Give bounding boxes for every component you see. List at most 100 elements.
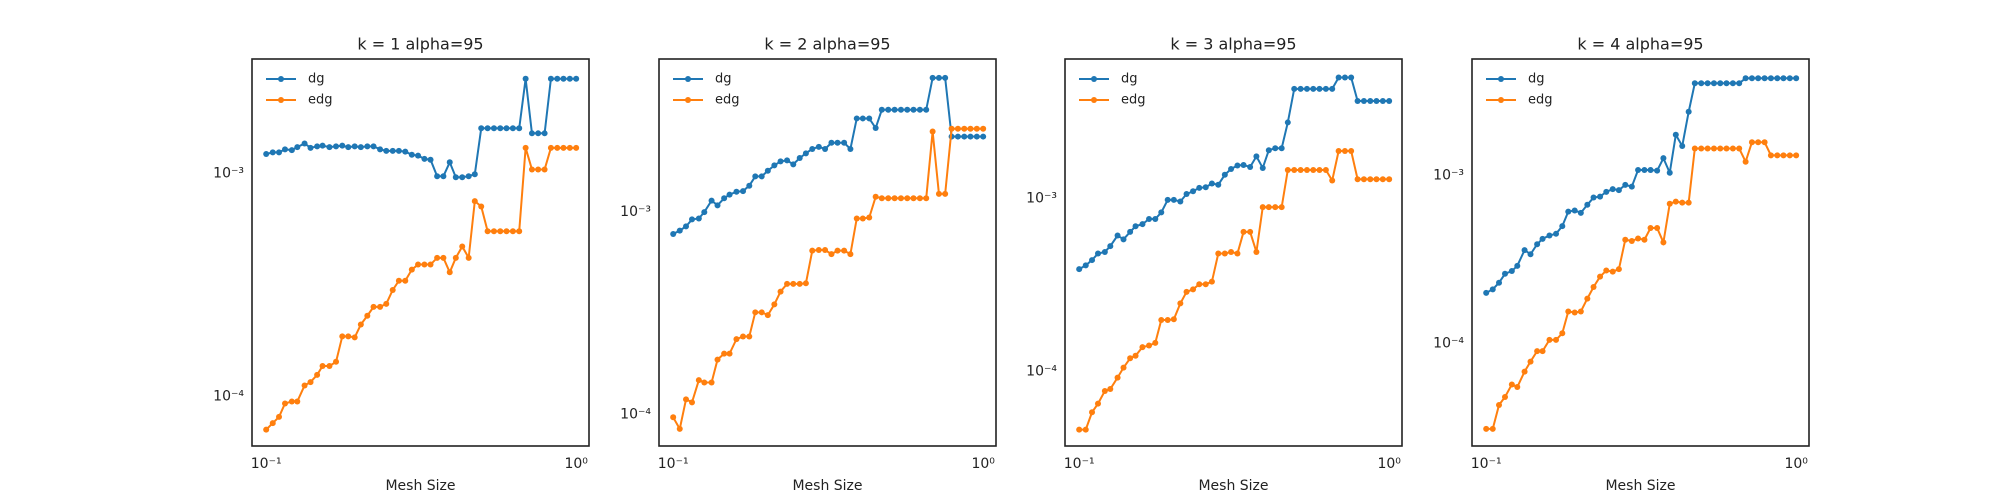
data-point xyxy=(954,125,961,132)
x-tick-label: 10⁰ xyxy=(1784,456,1808,472)
data-point xyxy=(1322,166,1329,173)
data-point xyxy=(828,139,835,146)
axes-frame xyxy=(1064,58,1403,447)
legend-marker xyxy=(685,97,691,103)
data-point xyxy=(1367,97,1374,104)
data-point xyxy=(1297,166,1304,173)
data-point xyxy=(1609,186,1616,193)
data-point xyxy=(942,74,949,81)
data-point xyxy=(1666,200,1673,207)
data-point xyxy=(1360,176,1367,183)
data-point xyxy=(1565,308,1572,315)
data-point xyxy=(263,426,270,433)
data-point xyxy=(370,143,377,150)
data-point xyxy=(980,133,987,140)
data-point xyxy=(1234,250,1241,257)
data-point xyxy=(535,130,542,137)
data-point xyxy=(1723,145,1730,152)
data-point xyxy=(1704,80,1711,87)
data-point xyxy=(758,309,765,316)
data-point xyxy=(1654,225,1661,232)
data-point xyxy=(1577,308,1584,315)
data-point xyxy=(370,303,377,310)
data-point xyxy=(746,182,753,189)
data-point xyxy=(516,125,523,132)
data-point xyxy=(1660,155,1667,162)
data-point xyxy=(1571,207,1578,214)
data-point xyxy=(784,157,791,164)
data-point xyxy=(1590,283,1597,290)
data-point xyxy=(721,195,728,202)
data-point xyxy=(1120,236,1127,243)
axes-frame xyxy=(251,58,590,447)
data-point xyxy=(1107,386,1114,393)
data-point xyxy=(434,173,441,180)
data-point xyxy=(415,261,422,268)
data-point xyxy=(535,166,542,173)
data-point xyxy=(1354,176,1361,183)
data-point xyxy=(1082,262,1089,269)
data-point xyxy=(1170,196,1177,203)
data-point xyxy=(1546,232,1553,239)
data-point xyxy=(276,413,283,420)
data-point xyxy=(1177,198,1184,205)
data-point xyxy=(1253,248,1260,255)
data-point xyxy=(733,336,740,343)
data-point xyxy=(847,251,854,258)
data-point xyxy=(1489,425,1496,432)
data-point xyxy=(1539,235,1546,242)
data-point xyxy=(326,144,333,151)
data-point xyxy=(1553,230,1560,237)
data-point xyxy=(427,261,434,268)
data-point xyxy=(1265,204,1272,211)
data-point xyxy=(1736,145,1743,152)
data-point xyxy=(1094,400,1101,407)
data-point xyxy=(1139,344,1146,351)
legend-marker xyxy=(1498,97,1504,103)
chart-title: k = 4 alpha=95 xyxy=(1577,35,1703,54)
legend-label: edg xyxy=(1528,93,1553,108)
y-tick-label: 10⁻⁴ xyxy=(620,407,651,423)
data-point xyxy=(701,379,708,386)
data-point xyxy=(961,125,968,132)
data-point xyxy=(859,215,866,222)
data-point xyxy=(1215,250,1222,257)
data-point xyxy=(1501,270,1508,277)
data-point xyxy=(307,144,314,151)
data-point xyxy=(1691,145,1698,152)
data-point xyxy=(522,144,529,151)
data-point xyxy=(1704,145,1711,152)
data-point xyxy=(1565,208,1572,215)
data-point xyxy=(566,75,573,82)
data-point xyxy=(377,303,384,310)
y-tick-label: 10⁻⁴ xyxy=(213,388,244,404)
data-point xyxy=(1786,152,1793,159)
data-point xyxy=(560,144,567,151)
legend-label: dg xyxy=(1121,72,1138,87)
data-point xyxy=(1190,286,1197,293)
y-tick-label: 10⁻³ xyxy=(213,165,244,181)
data-point xyxy=(916,195,923,202)
data-point xyxy=(1755,75,1762,82)
data-point xyxy=(897,195,904,202)
data-point xyxy=(1521,247,1528,254)
data-point xyxy=(796,154,803,161)
data-point xyxy=(1679,143,1686,150)
data-point xyxy=(560,75,567,82)
data-point xyxy=(752,309,759,316)
data-point xyxy=(1609,268,1616,275)
data-point xyxy=(421,261,428,268)
data-point xyxy=(758,173,765,180)
data-point xyxy=(333,143,340,150)
data-point xyxy=(1483,425,1490,432)
data-point xyxy=(1373,97,1380,104)
data-point xyxy=(1139,221,1146,228)
data-point xyxy=(1278,204,1285,211)
data-point xyxy=(1215,181,1222,188)
data-point xyxy=(484,228,491,235)
data-point xyxy=(1767,75,1774,82)
data-point xyxy=(395,277,402,284)
data-point xyxy=(809,247,816,254)
data-point xyxy=(1780,152,1787,159)
data-point xyxy=(1164,317,1171,324)
